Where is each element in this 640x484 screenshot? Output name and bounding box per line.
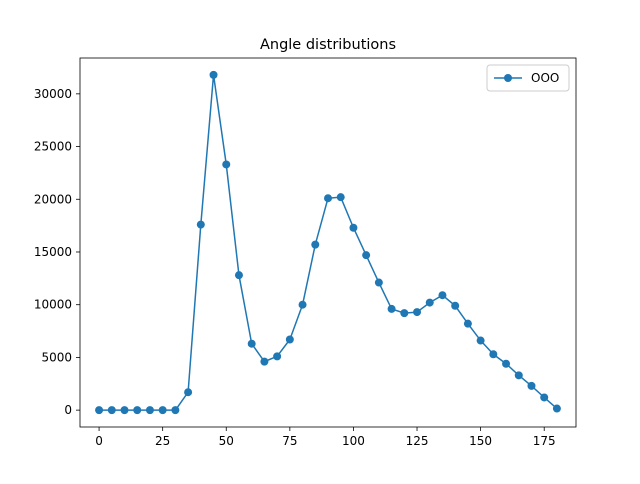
data-point [387,304,396,313]
data-point [438,291,447,300]
data-point [489,350,498,359]
data-point [349,223,358,232]
data-point [540,393,549,402]
legend-box [486,64,570,92]
data-point [133,406,142,415]
y-tick-label: 20000 [34,192,72,206]
plot-area [95,70,561,415]
data-point [311,240,320,249]
x-tick-label: 100 [342,434,365,448]
x-tick-label: 25 [155,434,170,448]
data-point [413,308,422,317]
data-point [247,339,256,348]
data-point [502,359,511,368]
data-point [234,271,243,280]
data-point [400,309,409,318]
axes: 0 25 50 75 100 125 150 175 0 5000 10000 15000 20000 2… [34,57,577,448]
data-point [336,193,345,202]
data-point [476,336,485,345]
x-tick-label: 125 [406,434,429,448]
y-tick-label: 10000 [34,298,72,312]
data-point [463,319,472,328]
data-point [184,388,193,397]
legend: OOO [486,64,570,92]
chart-title: Angle distributions [260,37,396,53]
y-tick-label: 30000 [34,87,72,101]
data-point [107,406,116,415]
data-point [158,406,167,415]
data-point [120,406,129,415]
data-point [222,160,231,169]
data-point [374,278,383,287]
legend-marker [504,74,512,82]
data-point [285,335,294,344]
data-point [298,300,307,309]
data-point [552,404,561,413]
data-point [527,381,536,390]
data-point [196,220,205,229]
x-tick-label: 0 [95,434,103,448]
y-tick-label: 0 [64,403,72,417]
x-tick-label: 150 [469,434,492,448]
data-point [260,357,269,366]
data-point [324,194,332,203]
x-tick-label: 75 [282,434,297,448]
y-tick-label: 25000 [34,140,72,154]
data-point [145,406,154,415]
x-tick-label: 175 [533,434,556,448]
y-tick-label: 15000 [34,245,72,259]
data-point [451,301,460,310]
axes-frame [79,57,577,428]
data-point [362,251,371,260]
data-point [209,70,218,79]
data-point [95,406,104,415]
x-tick-label: 50 [219,434,234,448]
data-point [273,352,282,361]
data-point [514,371,523,380]
y-tick-label: 5000 [41,350,72,364]
data-point [171,406,180,415]
legend-label: OOO [531,71,559,85]
data-point [425,298,434,307]
